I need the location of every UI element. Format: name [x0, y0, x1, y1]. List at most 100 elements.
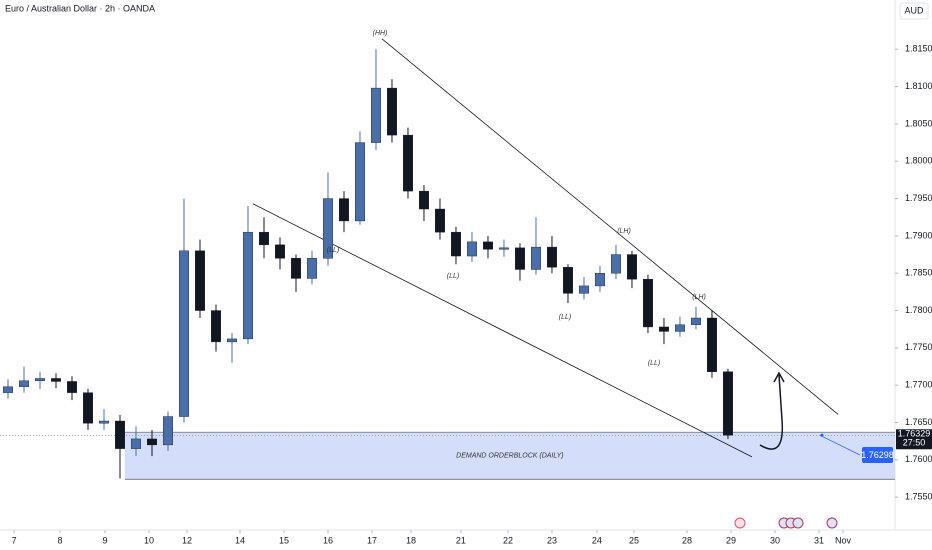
- candle-body: [290, 258, 301, 279]
- y-tick-label: 1.80000: [905, 156, 932, 166]
- candle-body: [226, 338, 237, 343]
- y-tick-label: 1.79500: [905, 193, 932, 203]
- x-tick-label: 23: [547, 535, 557, 545]
- x-tick-label: 14: [235, 535, 245, 545]
- candle-body: [370, 87, 381, 143]
- structure-label: (HH): [373, 30, 388, 37]
- candle-body: [274, 244, 285, 259]
- candle-body: [18, 380, 29, 387]
- x-tick-label: Nov: [835, 535, 852, 545]
- curved-arrow: [759, 374, 784, 450]
- candle-body: [626, 254, 637, 280]
- candle-body: [66, 381, 77, 393]
- demand-zone: [124, 432, 895, 480]
- candle-body: [690, 317, 701, 325]
- candle-body: [450, 231, 461, 257]
- candle-body: [178, 250, 189, 417]
- x-tick-label: 18: [406, 535, 416, 545]
- y-tick-label: 1.79000: [905, 230, 932, 240]
- candle-body: [98, 420, 109, 424]
- x-tick-label: 29: [726, 535, 736, 545]
- candle-body: [546, 246, 557, 268]
- x-tick-label: 28: [682, 535, 692, 545]
- x-tick-label: 24: [592, 535, 602, 545]
- marker-dot: [820, 433, 824, 437]
- structure-label: (LL): [327, 247, 339, 254]
- structure-label: (LH): [617, 228, 631, 235]
- candle-body: [386, 87, 397, 136]
- x-tick-label: 22: [503, 535, 513, 545]
- x-tick-label: 15: [279, 535, 289, 545]
- currency-box: [899, 2, 929, 20]
- x-tick-label: 9: [102, 535, 107, 545]
- marker-box: [862, 447, 893, 463]
- y-tick-label: 1.80500: [905, 118, 932, 128]
- candle-body: [162, 416, 173, 446]
- candle-body: [338, 198, 349, 222]
- candle-body: [50, 378, 61, 382]
- trendline: [252, 203, 753, 458]
- y-tick-label: 1.76000: [905, 454, 932, 464]
- structure-label: (LH): [692, 294, 706, 301]
- candle-body: [514, 247, 525, 270]
- structure-label: (LL): [447, 273, 459, 280]
- candle-body: [354, 142, 365, 222]
- candle-body: [322, 198, 333, 259]
- candle-body: [306, 258, 317, 279]
- plot: DEMAND ORDERBLOCK (DAILY) 1.75500 1.76000 1…: [0, 30, 932, 545]
- arrow-head: [773, 371, 785, 383]
- x-tick-label: 21: [456, 535, 466, 545]
- event-icons: [734, 517, 838, 529]
- candle-body: [82, 392, 93, 424]
- candle-body: [114, 420, 125, 449]
- x-tick-label: 16: [323, 535, 333, 545]
- marker-pointer: [819, 434, 861, 456]
- y-tick-label: 1.75500: [905, 492, 932, 502]
- candle-body: [530, 246, 541, 270]
- last-price-box: [896, 429, 932, 450]
- last-price-label: 1.76329: [898, 429, 931, 439]
- chart-title: Euro / Australian Dollar · 2h · OANDA: [5, 3, 155, 13]
- candle-body: [674, 324, 685, 332]
- y-tick-label: 1.78500: [905, 268, 932, 278]
- candle-body: [706, 317, 717, 372]
- x-tick-label: 7: [12, 535, 17, 545]
- structure-label: (LL): [559, 314, 571, 321]
- candle-body: [242, 231, 253, 340]
- candle-body: [2, 386, 13, 393]
- event-icon: [792, 517, 804, 529]
- candle-body: [658, 326, 669, 332]
- candle-body: [482, 241, 493, 250]
- marker-label: 1.76298: [861, 450, 894, 460]
- structure-label: (LL): [648, 360, 660, 367]
- candle-body: [466, 241, 477, 257]
- zone-label: DEMAND ORDERBLOCK (DAILY): [456, 453, 564, 460]
- countdown: 27:50: [903, 438, 926, 448]
- candle-body: [418, 190, 429, 210]
- event-icon: [826, 517, 838, 529]
- y-tick-label: 1.76500: [905, 417, 932, 427]
- x-tick-label: 10: [144, 535, 154, 545]
- candle-body: [610, 254, 621, 274]
- event-icon: [734, 517, 746, 529]
- candle-body: [594, 273, 605, 287]
- y-tick-label: 1.81000: [905, 81, 932, 91]
- candle-body: [578, 285, 589, 294]
- y-tick-label: 1.81500: [905, 44, 932, 54]
- x-tick-label: 25: [629, 535, 639, 545]
- candle-body: [498, 247, 509, 250]
- candle-body: [642, 278, 653, 328]
- candle-body: [210, 310, 221, 343]
- candle-body: [146, 438, 157, 446]
- x-tick-label: 30: [770, 535, 780, 545]
- currency: AUD: [904, 5, 924, 15]
- x-tick-label: 12: [182, 535, 192, 545]
- x-tick-label: 17: [367, 535, 377, 545]
- x-tick-label: 31: [814, 535, 824, 545]
- y-tick-label: 1.78000: [905, 305, 932, 315]
- x-tick-label: 8: [57, 535, 62, 545]
- candle-body: [722, 371, 733, 436]
- candle-body: [402, 134, 413, 192]
- candle-body: [258, 231, 269, 246]
